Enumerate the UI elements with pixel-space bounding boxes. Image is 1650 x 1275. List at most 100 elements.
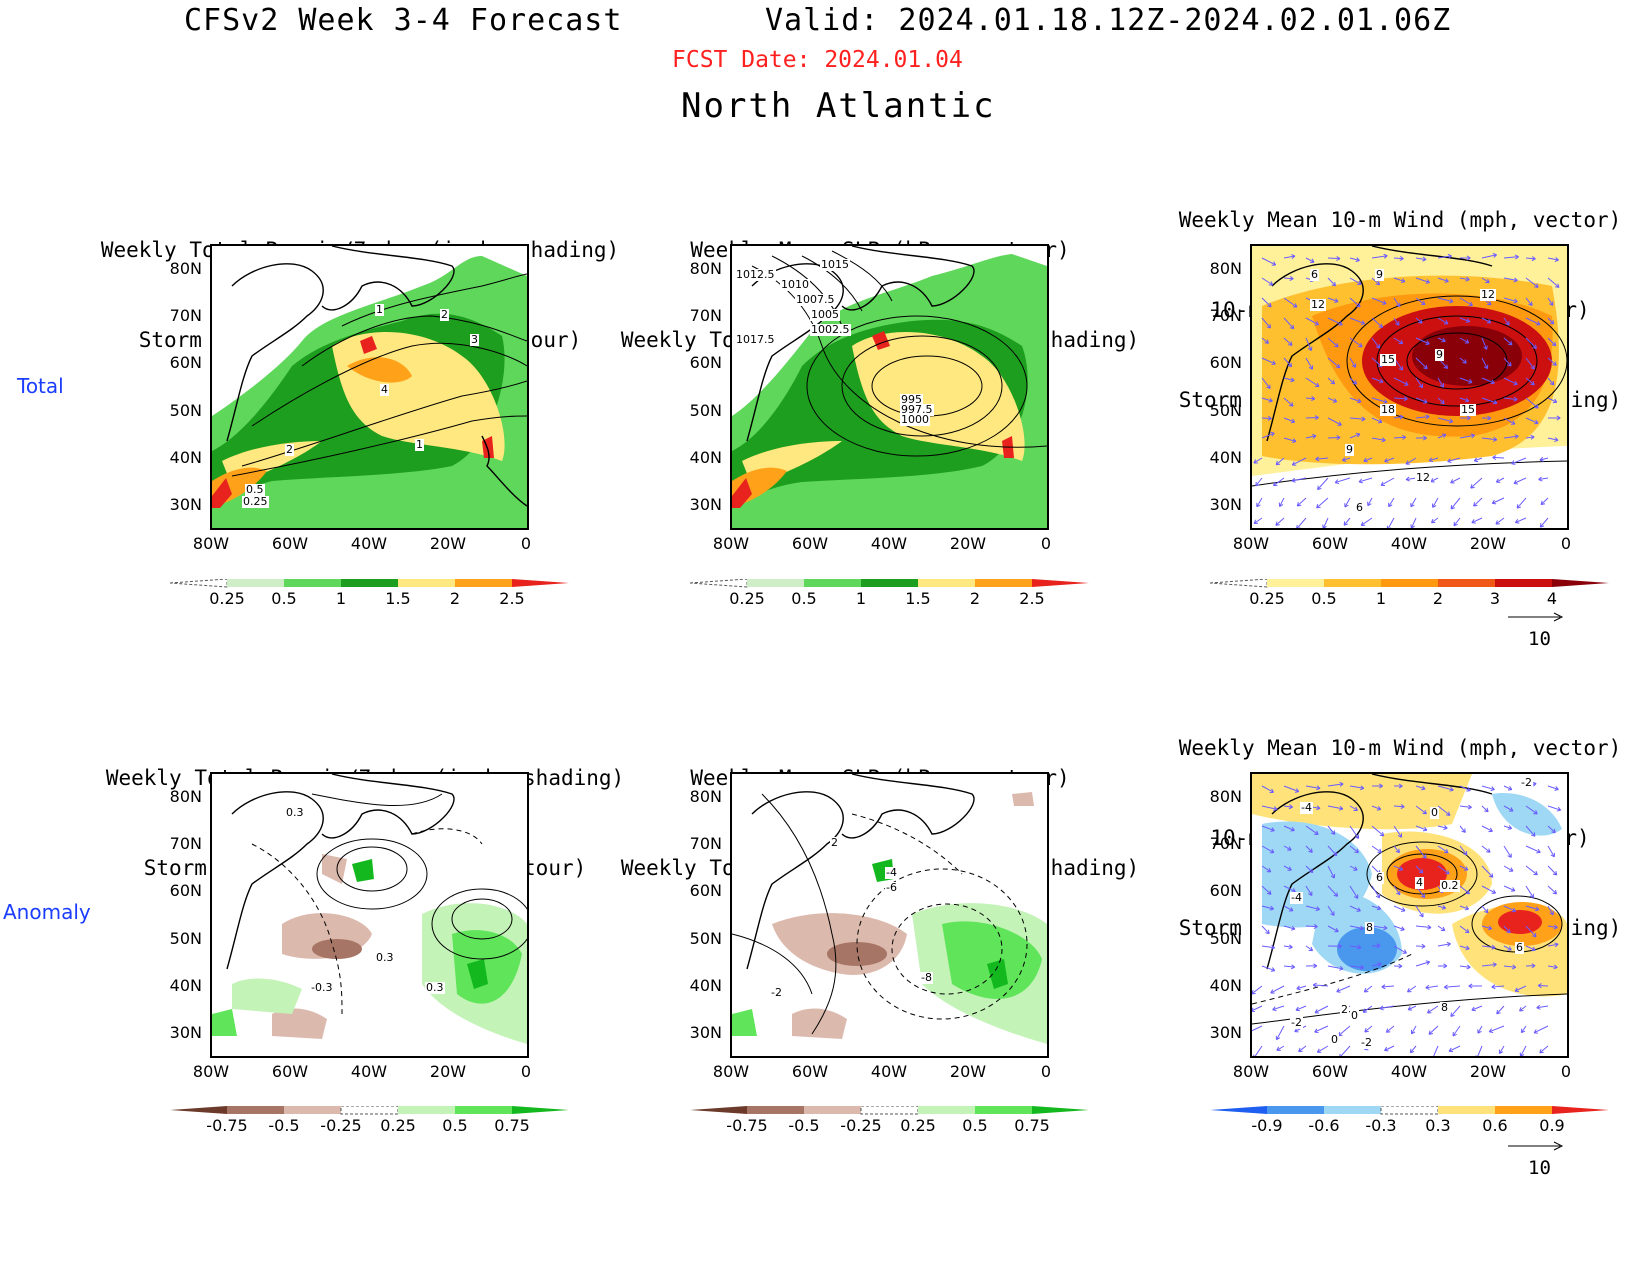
- lon-tick-label: 0: [1560, 534, 1572, 553]
- lon-tick-label: 80W: [1232, 534, 1270, 553]
- forecast-date: FCST Date: 2024.01.04: [672, 47, 963, 73]
- wind-vector: [1327, 943, 1342, 949]
- wind-vector: [1253, 457, 1263, 464]
- lon-tick-label: 60W: [271, 534, 309, 553]
- wind-vector: [1450, 497, 1461, 510]
- colorbar-swatch: [512, 1106, 569, 1114]
- colorbar-swatch: [1381, 579, 1438, 587]
- wind-vector: [1491, 984, 1505, 990]
- wind-vector: [1481, 925, 1493, 931]
- wind-vector: [1349, 337, 1363, 348]
- wind-vector: [1358, 477, 1373, 484]
- shading-brown-dark: [312, 939, 362, 959]
- contour-label: -0.3: [310, 981, 334, 994]
- wind-vector: [1503, 357, 1512, 367]
- wind-vector: [1525, 825, 1536, 837]
- contour-label: 1005: [810, 308, 840, 321]
- wind-vector: [1437, 253, 1452, 259]
- wind-vector: [1349, 925, 1364, 931]
- wind-vector: [1305, 905, 1320, 912]
- contour-label: 0: [1350, 1009, 1359, 1022]
- wind-vector: [1525, 297, 1533, 307]
- wind-vector: [1334, 477, 1351, 485]
- wind-vector: [1261, 865, 1272, 873]
- wind-vector: [1314, 1025, 1329, 1034]
- contour-label: 6: [1375, 871, 1384, 884]
- contour-label: 0: [1330, 1033, 1339, 1046]
- wind-vector: [1503, 785, 1513, 791]
- contour-label: 1000: [900, 413, 930, 426]
- wind-vector: [1349, 825, 1360, 839]
- wind-vector: [1327, 845, 1338, 857]
- lon-tick-label: 0: [520, 1062, 532, 1081]
- lat-tick-label: 40N: [169, 976, 202, 995]
- wind-vector: [1525, 885, 1534, 899]
- wind-vector: [1415, 924, 1432, 930]
- shading-brown: [322, 854, 347, 884]
- wind-vector: [1415, 435, 1427, 441]
- wind-vector: [1503, 417, 1516, 425]
- wind-vector: [1305, 257, 1315, 263]
- wind-vector: [1371, 905, 1382, 911]
- lat-tick-label: 70N: [689, 834, 722, 853]
- shading-green: [732, 1009, 757, 1036]
- wind-vector: [1539, 456, 1549, 462]
- contour-label: 2: [830, 836, 839, 849]
- wind-vector: [1415, 805, 1427, 815]
- speed-contour-dashed: [1252, 953, 1413, 1005]
- wind-vector: [1349, 297, 1361, 308]
- wind-vector: [1283, 944, 1293, 950]
- colorbar-swatch: [690, 579, 748, 588]
- wind-vector: [1415, 785, 1426, 791]
- wind-vector: [1371, 317, 1384, 329]
- wind-vector: [1428, 457, 1439, 463]
- wind-vector: [1349, 277, 1362, 285]
- wind-vector: [1481, 805, 1489, 813]
- wind-vector: [1261, 905, 1275, 911]
- lat-tick-label: 40N: [1209, 448, 1242, 467]
- map-anom-precip: [210, 772, 529, 1058]
- wind-vector: [1503, 885, 1516, 892]
- wind-vector: [1519, 1005, 1527, 1012]
- region-title: North Atlantic: [681, 86, 996, 126]
- isobar: [732, 933, 813, 995]
- wind-vector: [1459, 415, 1471, 421]
- wind-vector: [1547, 825, 1556, 834]
- wind-vector: [1430, 517, 1439, 524]
- speed-contour: [1252, 460, 1567, 487]
- colorbar-label: 0.25: [900, 1116, 936, 1135]
- wind-vector: [1371, 277, 1381, 286]
- wind-vector: [1492, 455, 1505, 461]
- wind-vector: [1503, 825, 1513, 830]
- wind-vector: [1327, 885, 1339, 897]
- wind-vector: [1539, 1045, 1549, 1054]
- wind-vector: [1459, 804, 1472, 810]
- wind-vector: [1261, 277, 1274, 286]
- wind-vector: [1261, 337, 1270, 344]
- wind-vector: [1547, 397, 1558, 404]
- wind-vector: [1261, 825, 1275, 832]
- wind-vector: [1503, 925, 1511, 934]
- lat-tick-label: 30N: [1209, 495, 1242, 514]
- wind-vector: [1327, 965, 1344, 971]
- wind-vector: [1459, 433, 1476, 439]
- wind-vector: [1415, 414, 1430, 420]
- contour-label: 1: [375, 303, 384, 316]
- shading-red: [732, 478, 752, 508]
- wind-vector: [1415, 256, 1427, 262]
- wind-vector: [1305, 885, 1313, 896]
- shading-green: [467, 959, 488, 989]
- wind-vector: [1537, 983, 1549, 989]
- wind-vector: [1448, 1045, 1461, 1053]
- contour-label: 9: [1435, 348, 1444, 361]
- wind-vector: [1270, 985, 1285, 994]
- lon-tick-label: 60W: [271, 1062, 309, 1081]
- wind-vector: [1450, 1005, 1461, 1017]
- wind-vector: [1349, 964, 1365, 970]
- wind-vector: [1349, 845, 1359, 854]
- wind-vector: [1305, 845, 1313, 853]
- wind-vector: [1481, 277, 1490, 284]
- wind-vector: [1547, 942, 1559, 948]
- wind-vector: [1393, 905, 1406, 912]
- lon-tick-label: 20W: [1469, 1062, 1507, 1081]
